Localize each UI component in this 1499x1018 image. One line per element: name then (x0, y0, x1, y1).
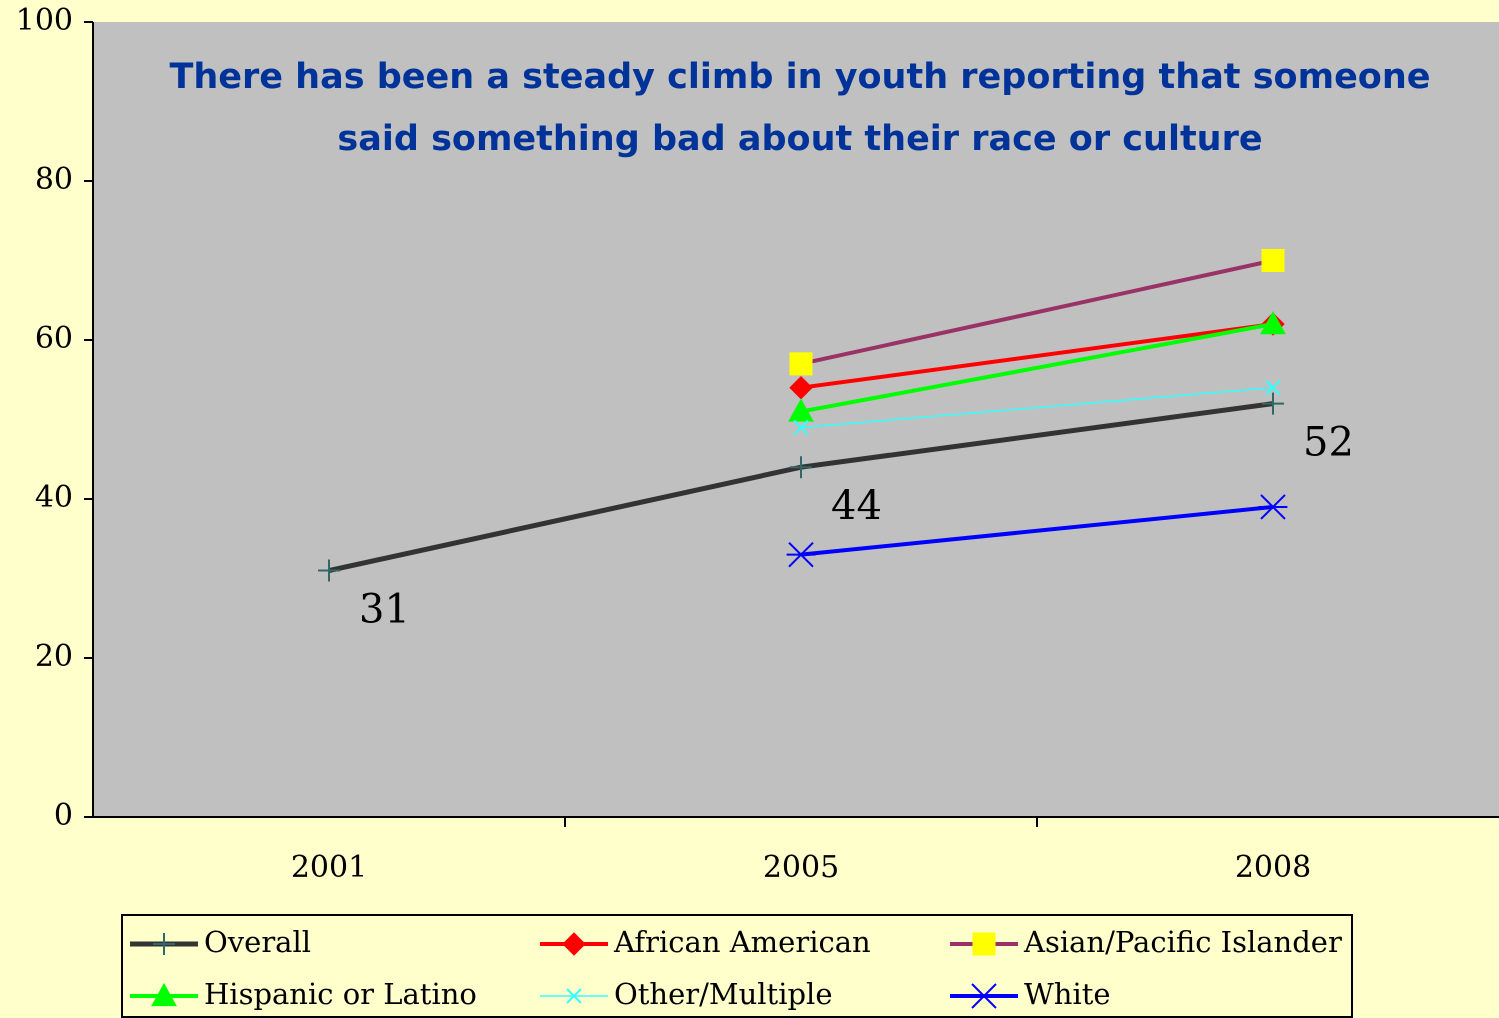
legend-marker (972, 932, 996, 956)
x-tick-label: 2008 (1235, 850, 1311, 885)
data-label: 44 (831, 483, 882, 529)
point-marker (1258, 494, 1288, 520)
chart-title-continued: said something bad about their race or c… (337, 119, 1262, 159)
y-tick-label: 80 (35, 162, 73, 197)
chart-title: There has been a steady climb in youth r… (169, 57, 1430, 97)
point-marker (786, 541, 816, 568)
point-marker (1260, 311, 1286, 335)
series-line (800, 322, 1274, 390)
x-tick-label: 2001 (291, 850, 367, 885)
point-marker (318, 559, 340, 582)
legend-label: Other/Multiple (614, 977, 832, 1011)
y-tick-label: 20 (35, 639, 73, 674)
legend-marker (153, 933, 175, 955)
legend-marker (151, 982, 177, 1007)
series-line (800, 322, 1274, 414)
series-line (800, 386, 1274, 429)
series-line (800, 504, 1274, 557)
legend-label: White (1024, 977, 1111, 1011)
legend-label: Overall (204, 925, 311, 959)
point-marker (1265, 379, 1281, 396)
point-marker (788, 398, 814, 422)
point-marker (1262, 392, 1284, 415)
point-marker (1261, 249, 1285, 272)
legend-marker (969, 983, 999, 1009)
y-tick-label: 40 (35, 480, 73, 515)
legend (121, 914, 1353, 1018)
series-line (800, 258, 1274, 366)
legend-marker (562, 932, 586, 956)
y-tick-label: 0 (54, 798, 73, 833)
data-label: 52 (1303, 420, 1354, 466)
y-tick-label: 100 (16, 3, 73, 38)
point-marker (789, 352, 813, 376)
legend-marker (566, 988, 582, 1004)
legend-label: Asian/Pacific Islander (1023, 925, 1342, 959)
point-marker (790, 456, 812, 479)
data-label: 31 (359, 587, 410, 633)
y-tick-label: 60 (35, 321, 73, 356)
x-tick-label: 2005 (763, 850, 839, 885)
legend-label: Hispanic or Latino (204, 977, 477, 1011)
point-marker (793, 419, 809, 436)
legend-label: African American (613, 925, 871, 959)
